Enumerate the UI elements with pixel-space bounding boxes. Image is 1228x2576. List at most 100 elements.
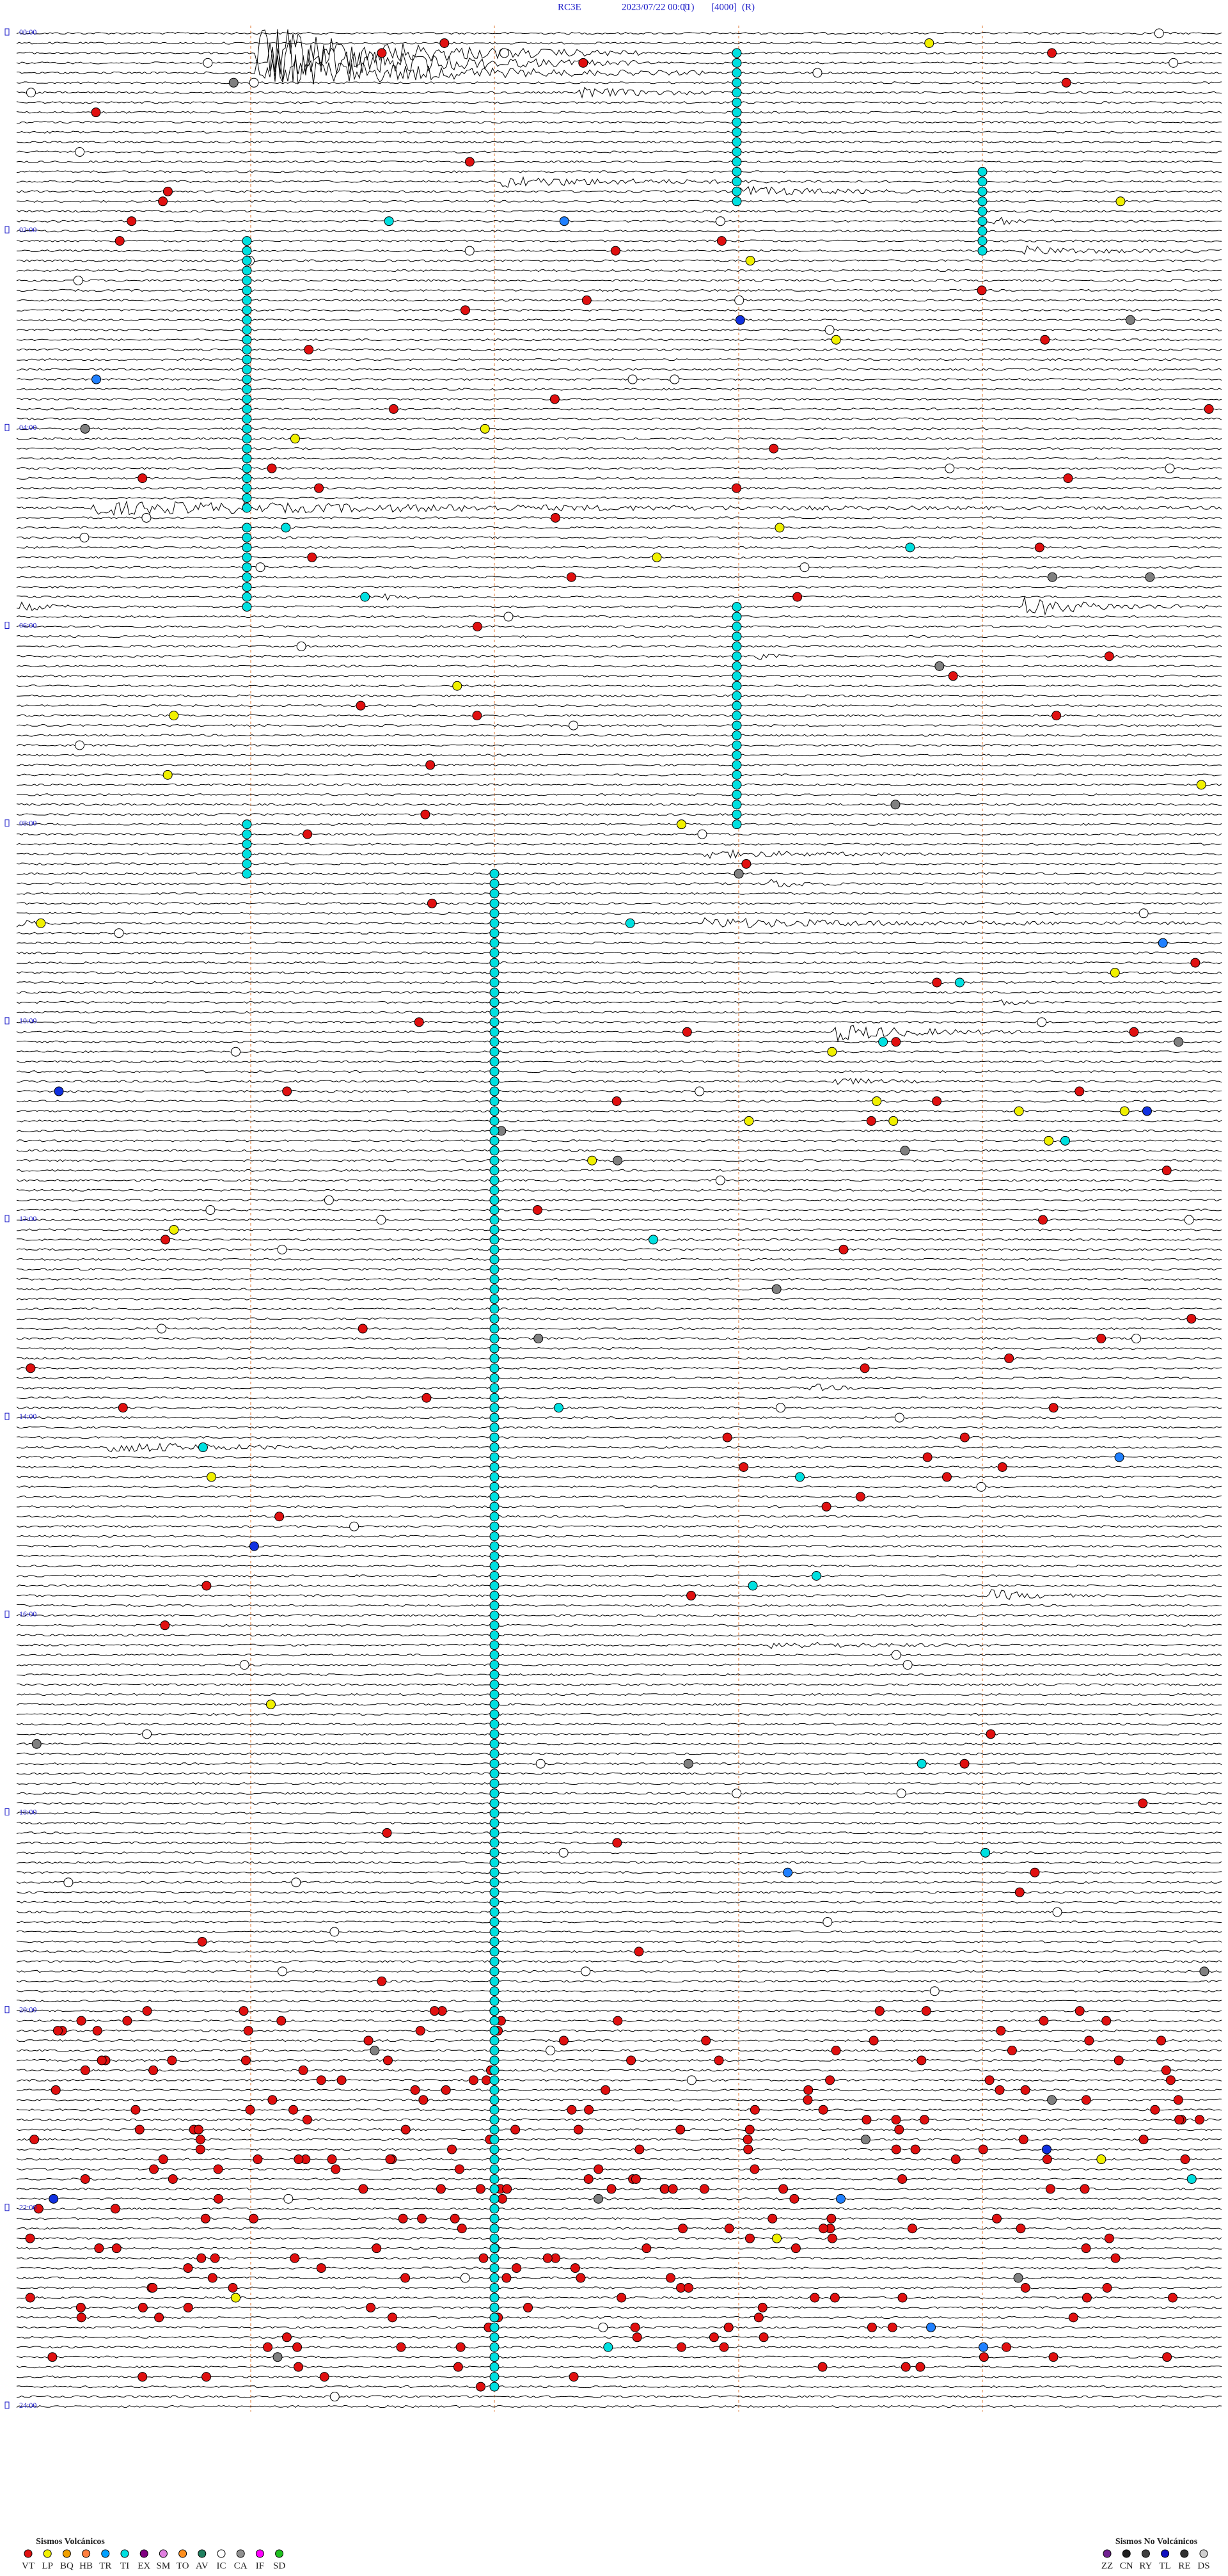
event-marker	[1115, 196, 1126, 207]
hour-box	[4, 423, 10, 431]
event-marker	[732, 700, 742, 711]
event-marker	[489, 2224, 500, 2234]
event-marker	[242, 473, 252, 484]
trace	[16, 734, 1222, 737]
event-marker	[735, 315, 745, 325]
event-marker	[489, 1749, 500, 1759]
event-marker	[977, 177, 988, 187]
event-marker	[732, 720, 742, 731]
event-marker	[732, 97, 742, 107]
hour-label: 22:00	[19, 2203, 36, 2212]
event-marker	[613, 2016, 623, 2026]
trace	[16, 704, 1222, 707]
event-marker	[1007, 2046, 1017, 2055]
legend-swatch	[120, 2549, 129, 2558]
hour-box	[4, 2401, 10, 2409]
trace	[16, 773, 1222, 777]
legend-swatch	[198, 2549, 207, 2558]
event-marker	[732, 77, 742, 88]
event-marker	[242, 552, 252, 562]
event-marker	[489, 889, 500, 899]
event-marker	[489, 1581, 500, 1591]
event-marker	[316, 2263, 326, 2273]
event-marker	[817, 2362, 828, 2372]
trace	[16, 319, 1222, 322]
event-marker	[821, 1501, 831, 1512]
trace	[16, 1762, 1222, 1766]
event-marker	[242, 562, 252, 573]
event-marker	[697, 829, 707, 839]
event-marker	[489, 1077, 500, 1087]
event-marker	[417, 2213, 427, 2224]
event-marker	[489, 2213, 500, 2224]
event-marker	[867, 2322, 877, 2332]
event-marker	[242, 315, 252, 325]
event-marker	[894, 1412, 904, 1423]
trace	[16, 1129, 1222, 1133]
event-marker	[489, 948, 500, 958]
event-marker	[242, 365, 252, 375]
event-marker	[489, 1551, 500, 1561]
event-marker	[415, 2026, 425, 2036]
event-marker	[924, 38, 934, 48]
legend-swatch	[1103, 2549, 1112, 2558]
event-marker	[489, 1828, 500, 1838]
trace	[16, 1792, 1222, 1795]
event-marker	[388, 404, 398, 414]
trace	[16, 1169, 1222, 1172]
event-marker	[457, 2224, 467, 2234]
event-marker	[489, 1235, 500, 1245]
event-marker	[489, 1274, 500, 1284]
hour-box	[4, 28, 10, 36]
legend-item: BQ	[60, 2561, 74, 2571]
event-marker	[1047, 572, 1057, 582]
event-marker	[476, 2382, 486, 2392]
event-marker	[489, 2016, 500, 2026]
event-marker	[201, 1581, 212, 1591]
event-marker	[489, 2312, 500, 2323]
event-marker	[489, 1106, 500, 1116]
event-marker	[553, 1403, 563, 1413]
trace	[16, 496, 1222, 500]
event-marker	[242, 423, 252, 434]
hour-box	[4, 622, 10, 629]
event-marker	[327, 2154, 337, 2165]
trace	[16, 1384, 1222, 1391]
event-marker	[303, 829, 313, 839]
event-marker	[489, 1284, 500, 1294]
event-marker	[795, 1472, 805, 1482]
hour-box	[4, 1610, 10, 1618]
event-marker	[79, 532, 90, 542]
event-marker	[1016, 2224, 1026, 2234]
event-marker	[996, 2026, 1006, 2036]
event-marker	[502, 2184, 512, 2194]
trace	[16, 674, 1222, 677]
event-marker	[73, 275, 83, 285]
event-marker	[255, 562, 265, 573]
event-marker	[1048, 1403, 1059, 1413]
event-marker	[489, 1314, 500, 1324]
event-marker	[489, 1383, 500, 1393]
event-marker	[919, 2115, 929, 2125]
event-marker	[1180, 2154, 1190, 2165]
event-marker	[634, 2144, 645, 2154]
event-marker	[489, 1858, 500, 1868]
trace	[16, 500, 1222, 516]
event-marker	[732, 800, 742, 810]
trace	[16, 961, 1222, 965]
event-marker	[977, 246, 988, 256]
event-marker	[75, 2302, 86, 2312]
event-marker	[489, 1778, 500, 1789]
event-marker	[460, 2273, 470, 2283]
legend-swatch	[139, 2549, 148, 2558]
event-marker	[460, 305, 470, 315]
event-marker	[489, 1531, 500, 1542]
event-marker	[648, 1235, 658, 1245]
event-marker	[298, 2065, 308, 2075]
trace	[16, 397, 1222, 401]
trace	[16, 150, 1222, 154]
trace	[16, 259, 1222, 262]
event-marker	[732, 137, 742, 147]
event-marker	[489, 1423, 500, 1433]
event-marker	[193, 2124, 203, 2135]
